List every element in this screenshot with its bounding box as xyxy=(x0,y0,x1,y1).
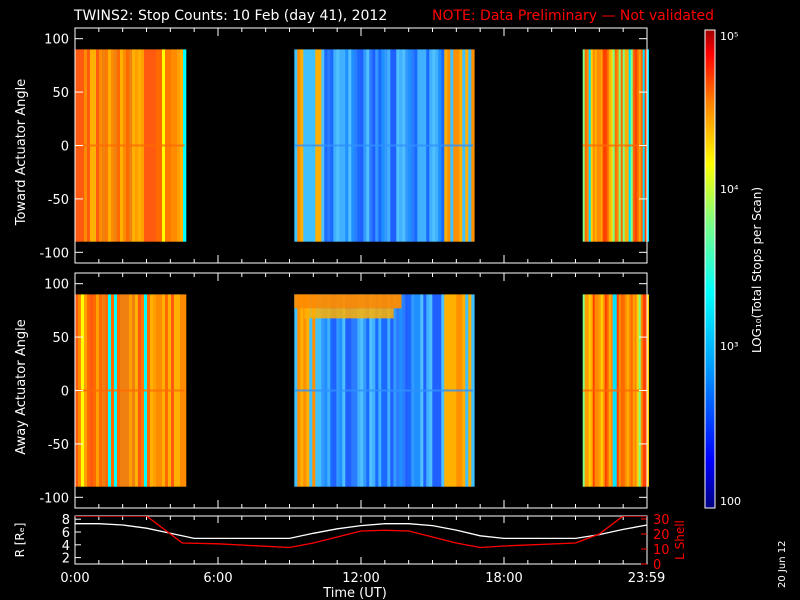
toward-actuator-heatmap: 100 50 0 -50 -100 xyxy=(39,27,649,264)
away-ylabel: Away Actuator Angle xyxy=(14,319,29,454)
y-tick-label: 50 xyxy=(52,331,69,346)
y-tick-label: 100 xyxy=(44,278,69,293)
r-tick-label: 2 xyxy=(62,552,70,567)
zero-angle-band xyxy=(582,389,647,392)
x-tick-label: 0:00 xyxy=(60,571,89,586)
toward-ylabel: Toward Actuator Angle xyxy=(14,79,29,226)
time-axis-label: Time (UT) xyxy=(322,586,387,600)
r-tick-label: 8 xyxy=(62,513,70,528)
away-actuator-heatmap: 100 50 0 -50 -100 xyxy=(39,272,649,509)
heatmap-column xyxy=(183,49,187,242)
preliminary-note: NOTE: Data Preliminary — Not validated xyxy=(432,8,714,24)
y-tick-label: -50 xyxy=(48,193,69,208)
x-tick-label: 23:59 xyxy=(628,571,665,586)
zero-angle-band xyxy=(294,144,474,147)
r-tick-label: 6 xyxy=(62,526,70,541)
radial-distance-line xyxy=(75,523,647,540)
date-stamp: 20 Jun 12 xyxy=(777,541,788,588)
x-tick-label: 6:00 xyxy=(203,571,232,586)
heatmap-column xyxy=(646,294,649,487)
colorbar-label: LOG₁₀(Total Stops per Scan) xyxy=(750,187,764,353)
colorbar-tick-1e4: 10⁴ xyxy=(720,183,739,196)
colorbar: 10⁵ 10⁴ 10³ 100 LOG₁₀(Total Stops per Sc… xyxy=(704,29,764,509)
zero-angle-band xyxy=(75,389,185,392)
chart-title: TWINS2: Stop Counts: 10 Feb (day 41), 20… xyxy=(73,8,387,24)
heatmap-column xyxy=(183,294,187,487)
y-tick-label: -50 xyxy=(48,438,69,453)
y-tick-label: 100 xyxy=(44,33,69,48)
lshell-tick-label: 0 xyxy=(653,558,661,573)
r-axis-label: R [Rₑ] xyxy=(13,523,27,558)
lshell-tick-label: 10 xyxy=(653,543,670,558)
x-tick-label: 18:00 xyxy=(485,571,522,586)
high-count-streak xyxy=(304,308,394,319)
colorbar-frame xyxy=(704,29,716,509)
y-tick-label: 0 xyxy=(61,140,69,155)
colorbar-tick-1e3: 10³ xyxy=(720,340,738,353)
y-tick-label: 50 xyxy=(52,86,69,101)
colorbar-tick-100: 100 xyxy=(720,495,741,508)
colorbar-tick-1e5: 10⁵ xyxy=(720,30,738,43)
zero-angle-band xyxy=(582,144,647,147)
y-tick-label: 0 xyxy=(61,385,69,400)
y-tick-label: -100 xyxy=(39,491,69,506)
lshell-tick-label: 20 xyxy=(653,528,670,543)
zero-angle-band xyxy=(294,389,474,392)
high-count-streak xyxy=(294,294,402,309)
heatmap-column xyxy=(646,49,649,242)
lshell-tick-label: 30 xyxy=(653,513,670,528)
colorbar-gradient xyxy=(705,30,715,508)
orbit-panel-frame xyxy=(74,515,648,565)
zero-angle-band xyxy=(75,144,185,147)
y-tick-label: -100 xyxy=(39,246,69,261)
x-tick-label: 12:00 xyxy=(342,571,379,586)
lshell-axis-label: L Shell xyxy=(673,520,687,560)
lshell-line xyxy=(75,516,647,549)
r-tick-label: 4 xyxy=(62,539,70,554)
